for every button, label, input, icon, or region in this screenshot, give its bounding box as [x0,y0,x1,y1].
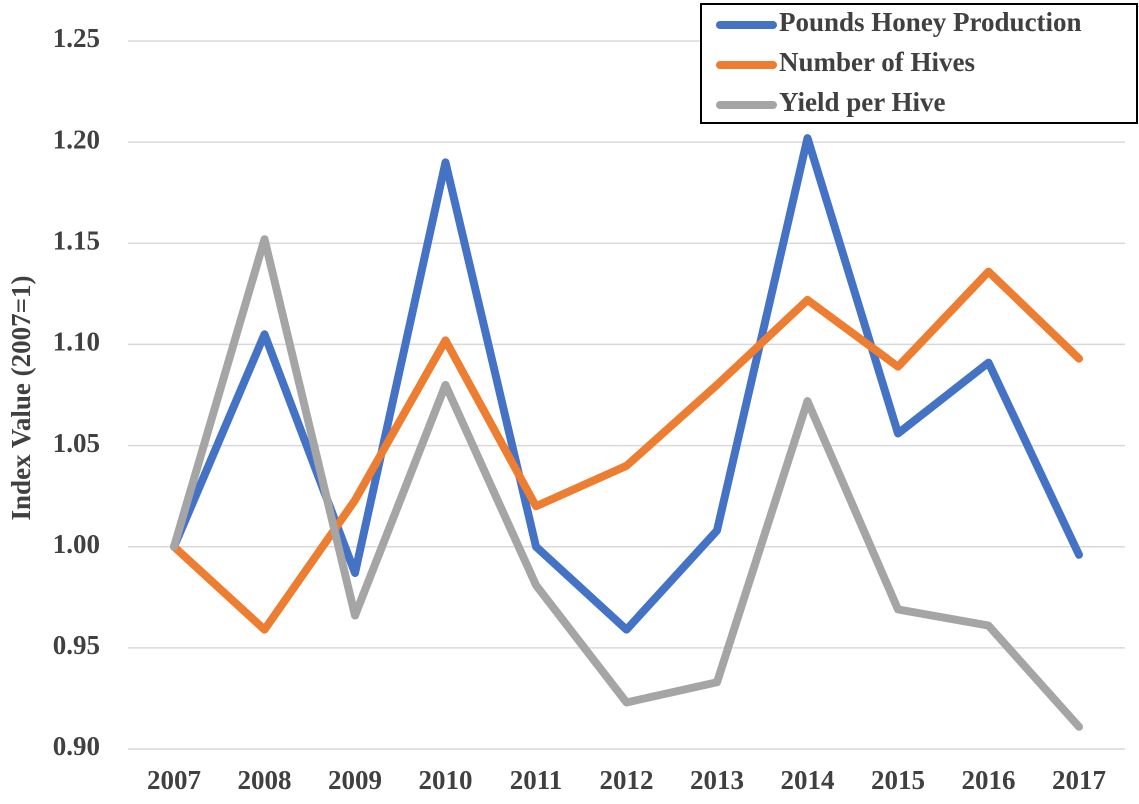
x-tick-label: 2010 [419,765,473,795]
x-tick-label: 2009 [328,765,382,795]
line-series [170,267,1083,634]
y-tick-label: 1.15 [53,225,100,255]
x-tick-label: 2017 [1052,765,1106,795]
x-tick-label: 2013 [690,765,744,795]
y-tick-label: 1.05 [53,428,100,458]
y-tick-label: 1.20 [53,124,100,154]
y-tick-label: 1.00 [53,529,100,559]
line-series [170,235,1083,731]
y-tick-label: 1.25 [53,23,100,53]
y-axis-label: Index Value (2007=1) [6,276,36,521]
x-tick-label: 2008 [238,765,292,795]
x-tick-label: 2007 [147,765,201,795]
x-tick-label: 2014 [781,765,835,795]
y-tick-label: 1.10 [53,327,100,357]
legend-label: Number of Hives [779,47,975,77]
line-series [170,134,1083,634]
x-tick-label: 2015 [871,765,925,795]
legend-label: Yield per Hive [779,87,945,117]
x-tick-label: 2011 [510,765,563,795]
y-tick-label: 0.95 [53,630,100,660]
x-tick-label: 2012 [600,765,654,795]
legend-label: Pounds Honey Production [779,7,1082,37]
y-tick-label: 0.90 [53,731,100,761]
x-tick-label: 2016 [962,765,1016,795]
